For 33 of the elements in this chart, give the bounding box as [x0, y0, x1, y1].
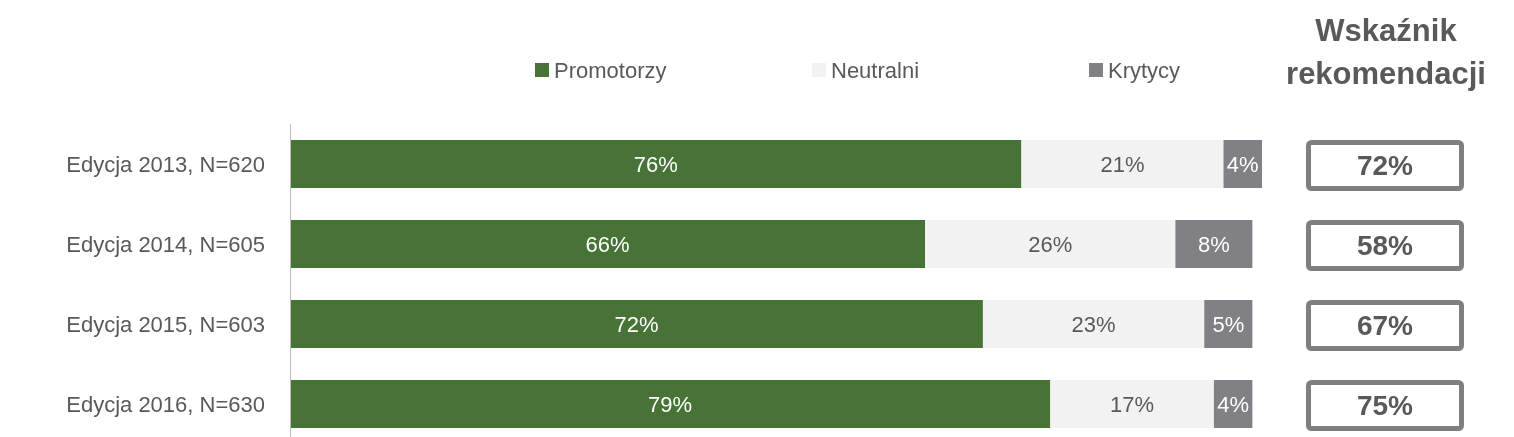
bar	[290, 300, 983, 348]
data-label: 79%	[648, 391, 693, 417]
text: Wskaźnik rekomendacji	[1286, 13, 1486, 91]
data-label: 21%	[1100, 151, 1145, 177]
data-label: 72%	[614, 311, 659, 337]
data-label: 17%	[1110, 391, 1155, 417]
y-tick-label: Edycja 2013, N=620	[66, 151, 265, 177]
bar	[1050, 380, 1214, 428]
bar	[290, 220, 926, 268]
data-label: 5%	[1212, 311, 1245, 337]
text: 67%	[1356, 309, 1414, 341]
bar	[290, 140, 1022, 188]
bar	[982, 300, 1205, 348]
data-label: 23%	[1071, 311, 1116, 337]
legend-label: Promotorzy	[554, 57, 667, 83]
y-tick-label: Edycja 2016, N=630	[66, 391, 265, 417]
text: 58%	[1356, 229, 1414, 261]
y-tick-label: Edycja 2015, N=603	[66, 311, 265, 337]
data-label: 4%	[1217, 391, 1250, 417]
data-label: 4%	[1226, 151, 1259, 177]
data-label: 76%	[633, 151, 678, 177]
data-label: 66%	[585, 231, 630, 257]
text: 72%	[1356, 149, 1414, 181]
bar	[1021, 140, 1224, 188]
bar	[290, 380, 1051, 428]
data-label: 8%	[1197, 231, 1230, 257]
bar	[925, 220, 1176, 268]
bar	[1175, 220, 1253, 268]
y-tick-label: Edycja 2014, N=605	[66, 231, 265, 257]
legend-label: Neutralni	[831, 57, 920, 83]
legend-label: Krytycy	[1108, 57, 1181, 83]
data-label: 26%	[1028, 231, 1073, 257]
text: 75%	[1356, 389, 1414, 421]
